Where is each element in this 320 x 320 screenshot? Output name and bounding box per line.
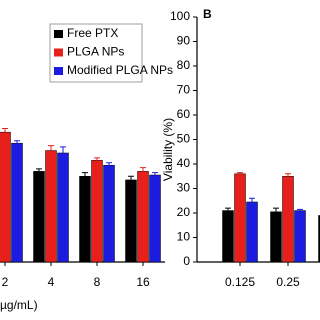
y-tick-label: 90 xyxy=(177,34,191,48)
y-axis-label: Viability (%) xyxy=(161,118,175,181)
bar xyxy=(45,150,57,263)
y-tick-label: 80 xyxy=(177,58,191,72)
legend-label: Free PTX xyxy=(67,26,118,40)
y-tick-label: 50 xyxy=(177,132,191,146)
error-bar xyxy=(152,172,158,176)
bar xyxy=(125,179,137,263)
bar xyxy=(11,142,23,263)
error-bar xyxy=(225,207,231,211)
y-tick-label: 70 xyxy=(177,83,191,97)
bar xyxy=(294,210,306,263)
x-tick-label: 4 xyxy=(48,275,55,289)
y-tick-label: 60 xyxy=(177,107,191,121)
bar xyxy=(33,171,45,263)
error-bar xyxy=(273,207,279,212)
panel-label: B xyxy=(203,7,212,21)
bar xyxy=(149,174,161,263)
x-tick-label: 8 xyxy=(94,275,101,289)
legend-swatch xyxy=(54,48,63,57)
bar xyxy=(137,171,149,263)
bar xyxy=(79,176,91,263)
y-tick-label: 20 xyxy=(177,205,191,219)
bar xyxy=(246,201,258,263)
x-axis-label: (µg/mL) xyxy=(0,298,38,312)
bar xyxy=(91,160,103,263)
error-bar xyxy=(82,172,88,177)
y-tick-label: 30 xyxy=(177,181,191,195)
bar xyxy=(57,152,69,263)
error-bar xyxy=(237,172,243,174)
bar xyxy=(234,173,246,263)
error-bar xyxy=(2,127,8,133)
error-bar xyxy=(36,168,42,172)
error-bar xyxy=(48,145,54,151)
bar xyxy=(270,211,282,263)
bar xyxy=(0,131,11,263)
y-tick-label: 40 xyxy=(177,156,191,170)
error-bar xyxy=(140,167,146,172)
error-bar xyxy=(128,175,134,180)
legend-label: Modified PLGA NPs xyxy=(67,63,173,77)
bar xyxy=(103,164,115,263)
y-tick-label: 100 xyxy=(170,9,190,23)
legend-label: PLGA NPs xyxy=(67,45,124,59)
y-tick-label: 10 xyxy=(177,230,191,244)
x-tick-label: 0.25 xyxy=(276,275,300,289)
legend-swatch xyxy=(54,30,63,38)
error-bar xyxy=(60,146,66,153)
error-bar xyxy=(94,157,100,161)
x-tick-label: 2 xyxy=(2,275,9,289)
error-bar xyxy=(297,208,303,211)
y-tick-label: 0 xyxy=(183,254,190,268)
legend-swatch xyxy=(54,67,63,75)
error-bar xyxy=(249,197,255,202)
x-tick-label: 16 xyxy=(136,275,150,289)
bar xyxy=(318,215,320,263)
bar xyxy=(222,210,234,263)
legend-box xyxy=(49,23,143,83)
error-bar xyxy=(14,140,20,144)
x-tick-label: 0.125 xyxy=(225,275,255,289)
error-bar xyxy=(285,173,291,177)
error-bar xyxy=(106,162,112,166)
bar xyxy=(282,176,294,263)
